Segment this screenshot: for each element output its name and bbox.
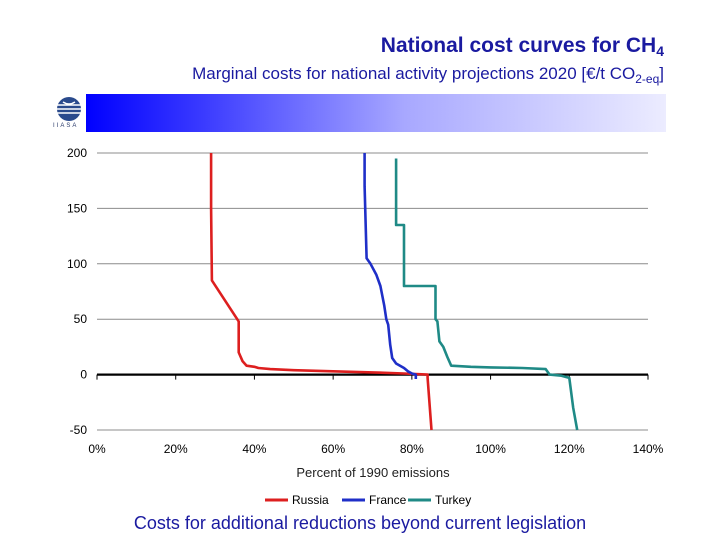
y-tick-label: 150 [67, 201, 87, 215]
legend-label-russia: Russia [292, 493, 329, 507]
y-tick-label: 50 [74, 312, 88, 326]
iiasa-logo-icon [57, 97, 81, 121]
y-tick-label: 200 [67, 146, 87, 160]
x-tick-label: 20% [164, 442, 188, 456]
x-tick-label: 60% [321, 442, 345, 456]
legend: Russia France Turkey [265, 493, 471, 507]
x-tick-label: 120% [554, 442, 585, 456]
chart-title: National cost curves for CH4 [381, 34, 664, 59]
subtitle-main: Marginal costs for national activity pro… [192, 64, 636, 83]
series-line-turkey [394, 158, 579, 431]
x-tick-label: 0% [88, 442, 106, 456]
legend-label-turkey: Turkey [435, 493, 471, 507]
x-tick-label: 80% [400, 442, 424, 456]
chart-subtitle: Marginal costs for national activity pro… [192, 64, 664, 86]
title-subscript: 4 [656, 43, 664, 59]
logo-text: IIASA [53, 123, 79, 129]
x-axis-label: Percent of 1990 emissions [296, 465, 450, 480]
legend-label-france: France [369, 493, 407, 507]
gradient-banner [86, 94, 666, 132]
grid-lines [96, 152, 649, 431]
title-main: National cost curves for CH [380, 34, 657, 57]
series-lines [209, 153, 579, 431]
x-tick-labels: 0% 20% 40% 60% 80% 100% 120% 140% [88, 442, 663, 456]
y-tick-label: -50 [70, 423, 88, 437]
y-tick-label: 100 [67, 257, 87, 271]
subtitle-subscript: 2-eq [635, 72, 660, 86]
y-tick-label: 0 [80, 368, 87, 382]
x-tick-label: 40% [242, 442, 266, 456]
series-line-france [363, 153, 418, 379]
x-tick-label: 140% [633, 442, 664, 456]
y-tick-labels: 200 150 100 50 0 -50 [67, 146, 87, 437]
x-tick-label: 100% [475, 442, 506, 456]
footer-caption: Costs for additional reductions beyond c… [133, 513, 587, 533]
series-line-russia [209, 153, 433, 431]
subtitle-end: ] [659, 64, 664, 83]
